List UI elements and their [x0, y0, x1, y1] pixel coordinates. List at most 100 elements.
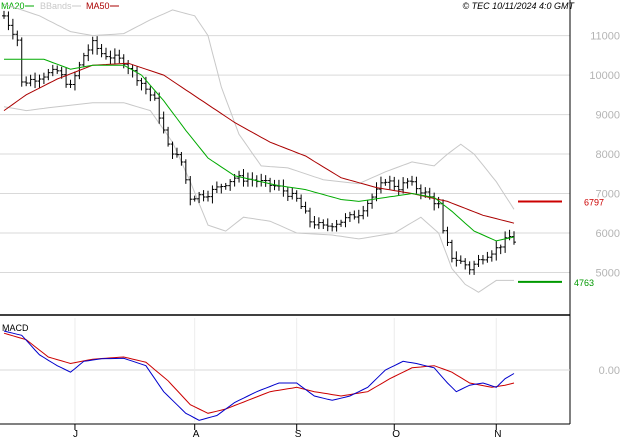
- price-bar: [445, 226, 450, 246]
- price-bar: [418, 184, 423, 200]
- price-tick-label: 9000: [596, 110, 620, 122]
- price-bar: [81, 52, 86, 68]
- price-bar: [201, 190, 206, 202]
- legend-ma50-label: MA50: [86, 1, 110, 11]
- price-panel: 11000 10000 9000 8000 7000 6000 5000 6797 4763: [0, 3, 620, 293]
- price-bar: [472, 260, 477, 275]
- price-bar: [463, 258, 468, 270]
- macd-label: MACD: [2, 323, 29, 333]
- price-bar: [387, 175, 392, 190]
- price-bar: [161, 111, 166, 134]
- support-label: 4763: [574, 278, 594, 288]
- price-bar: [228, 179, 233, 191]
- price-bar: [392, 176, 397, 191]
- price-bar: [303, 201, 308, 214]
- bbands-lower-line: [3, 102, 514, 293]
- price-bar: [245, 172, 250, 187]
- price-bar: [396, 179, 401, 196]
- price-bar: [476, 254, 481, 267]
- price-bar: [197, 191, 202, 204]
- price-bar: [263, 175, 268, 187]
- price-bar: [86, 44, 91, 62]
- price-bar: [467, 261, 472, 275]
- price-tick-label: 7000: [596, 189, 620, 201]
- price-bar: [458, 255, 463, 264]
- price-bar: [365, 199, 370, 217]
- price-bar: [480, 254, 485, 265]
- price-bar: [188, 176, 193, 206]
- bbands-upper-line: [3, 3, 515, 210]
- price-bar: [494, 240, 499, 261]
- price-bar: [6, 11, 11, 31]
- x-tick-label: S: [295, 429, 302, 440]
- price-bar: [41, 72, 46, 85]
- price-bar: [68, 79, 73, 88]
- price-bar: [339, 219, 344, 227]
- price-bar: [166, 126, 171, 147]
- macd-panel: MACD 0.00: [0, 318, 620, 422]
- macd-tick-label: 0.00: [599, 365, 620, 377]
- legend-bbands-label: BBands: [40, 1, 72, 11]
- price-bar: [361, 205, 366, 220]
- price-bar: [285, 186, 290, 201]
- copyright-text: © TEC 10/11/2024 4:0 GMT: [462, 1, 575, 11]
- price-bar: [449, 239, 454, 263]
- price-bar: [50, 64, 55, 77]
- price-tick-label: 8000: [596, 149, 620, 161]
- price-bar: [121, 54, 126, 69]
- price-tick-label: 10000: [589, 70, 620, 82]
- x-tick-label: A: [193, 429, 200, 440]
- price-bar: [55, 65, 60, 74]
- price-bar: [312, 216, 317, 229]
- price-bar: [414, 176, 419, 194]
- price-bar: [46, 68, 51, 81]
- price-bar: [37, 74, 42, 88]
- macd-line: [3, 330, 515, 421]
- x-tick-label: N: [494, 429, 501, 440]
- price-bar: [15, 30, 20, 47]
- price-bar: [170, 141, 175, 159]
- price-bar: [330, 223, 335, 232]
- price-bar: [157, 92, 162, 124]
- price-bar: [432, 192, 437, 211]
- price-bar: [489, 250, 494, 262]
- price-bar: [370, 193, 375, 209]
- price-bar: [299, 194, 304, 209]
- price-bar: [108, 50, 113, 65]
- price-bar: [410, 175, 414, 186]
- price-bar: [498, 244, 503, 255]
- price-bar: [59, 66, 64, 79]
- price-y-axis: 11000 10000 9000 8000 7000 6000 5000: [589, 31, 620, 280]
- price-bar: [321, 219, 326, 230]
- price-bar: [352, 210, 357, 220]
- x-tick-label: J: [73, 429, 78, 440]
- price-bar: [259, 173, 264, 187]
- price-bar: [281, 179, 286, 197]
- price-bar: [219, 183, 224, 194]
- price-bar: [436, 196, 441, 209]
- price-bar: [10, 18, 15, 40]
- price-tick-label: 11000: [590, 31, 620, 43]
- price-bar: [223, 182, 228, 190]
- price-tick-label: 5000: [596, 268, 620, 280]
- price-bar: [325, 218, 330, 232]
- macd-signal-line: [3, 332, 515, 414]
- price-bar: [308, 207, 312, 228]
- price-bar: [112, 48, 117, 65]
- price-bar: [72, 71, 77, 91]
- price-bar: [268, 177, 273, 193]
- price-bar: [347, 211, 352, 222]
- price-bar: [152, 91, 157, 101]
- price-bar: [28, 74, 33, 87]
- ma50-line: [3, 62, 515, 224]
- price-bar: [512, 231, 516, 245]
- price-bar: [290, 187, 295, 200]
- price-bar: [179, 151, 184, 166]
- price-bar: [334, 219, 339, 232]
- price-bar: [214, 181, 219, 194]
- price-bar: [117, 49, 122, 64]
- price-bar: [24, 76, 29, 87]
- macd-grid: 0.00: [0, 318, 620, 422]
- price-bar: [33, 72, 38, 89]
- price-bar: [148, 86, 153, 102]
